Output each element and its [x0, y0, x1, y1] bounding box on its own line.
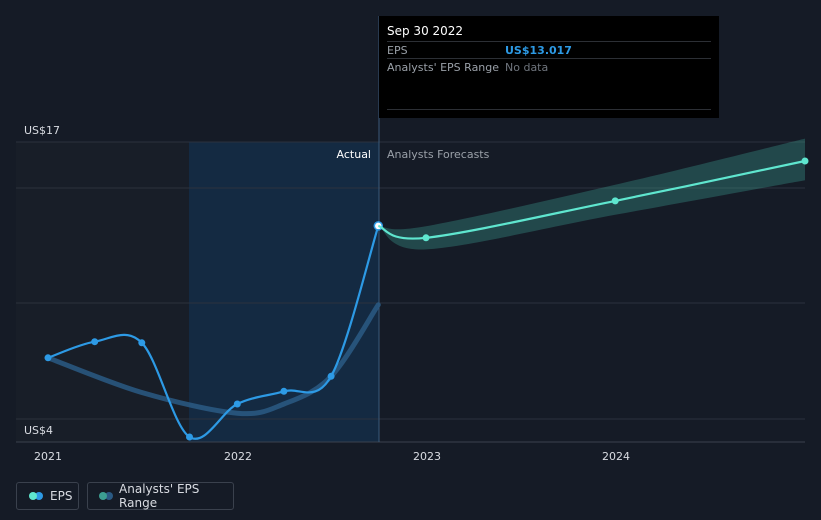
x-tick-label: 2021 — [34, 450, 62, 463]
forecast-range-band — [378, 138, 805, 250]
x-tick-label: 2023 — [413, 450, 441, 463]
tooltip-row-eps: EPS US$13.017 — [387, 41, 711, 59]
tooltip: Sep 30 2022 EPS US$13.017 Analysts' EPS … — [379, 16, 719, 118]
tooltip-label: EPS — [387, 44, 408, 57]
eps-forecast-point — [422, 234, 430, 242]
forecast-label: Analysts Forecasts — [387, 148, 490, 161]
range-legend-icon — [99, 492, 113, 500]
legend-range-label: Analysts' EPS Range — [119, 482, 200, 510]
tooltip-value: No data — [505, 61, 549, 74]
tooltip-label: Analysts' EPS Range — [387, 61, 500, 74]
actual-label: Actual — [337, 148, 371, 161]
y-axis-label-bottom: US$4 — [24, 424, 53, 437]
past-shade — [16, 142, 189, 442]
eps-actual-point — [138, 339, 146, 347]
eps-actual-point — [280, 387, 288, 395]
legend-range[interactable]: Analysts' EPS Range — [87, 482, 234, 510]
eps-actual-point — [327, 372, 335, 380]
eps-actual-line — [47, 225, 380, 440]
highlight-band — [189, 142, 379, 442]
eps-actual-point — [44, 354, 52, 362]
eps-actual-point — [91, 338, 99, 346]
eps-forecast-point — [611, 197, 619, 205]
eps-forecast-point — [801, 157, 809, 165]
legend-eps[interactable]: EPS — [16, 482, 79, 510]
y-axis-label-top: US$17 — [24, 124, 60, 137]
x-tick-label: 2024 — [602, 450, 630, 463]
legend-eps-label: EPS — [50, 489, 73, 503]
eps-forecast-line — [377, 159, 806, 240]
x-tick-label: 2022 — [224, 450, 252, 463]
tooltip-value: US$13.017 — [505, 44, 572, 57]
tooltip-divider — [387, 109, 711, 110]
past-estimate-line — [45, 302, 381, 417]
tooltip-date: Sep 30 2022 — [387, 24, 464, 38]
tooltip-row-range: Analysts' EPS Range No data — [387, 58, 711, 76]
eps-actual-point — [186, 433, 193, 441]
eps-legend-icon — [29, 492, 43, 500]
eps-actual-point — [233, 400, 241, 408]
